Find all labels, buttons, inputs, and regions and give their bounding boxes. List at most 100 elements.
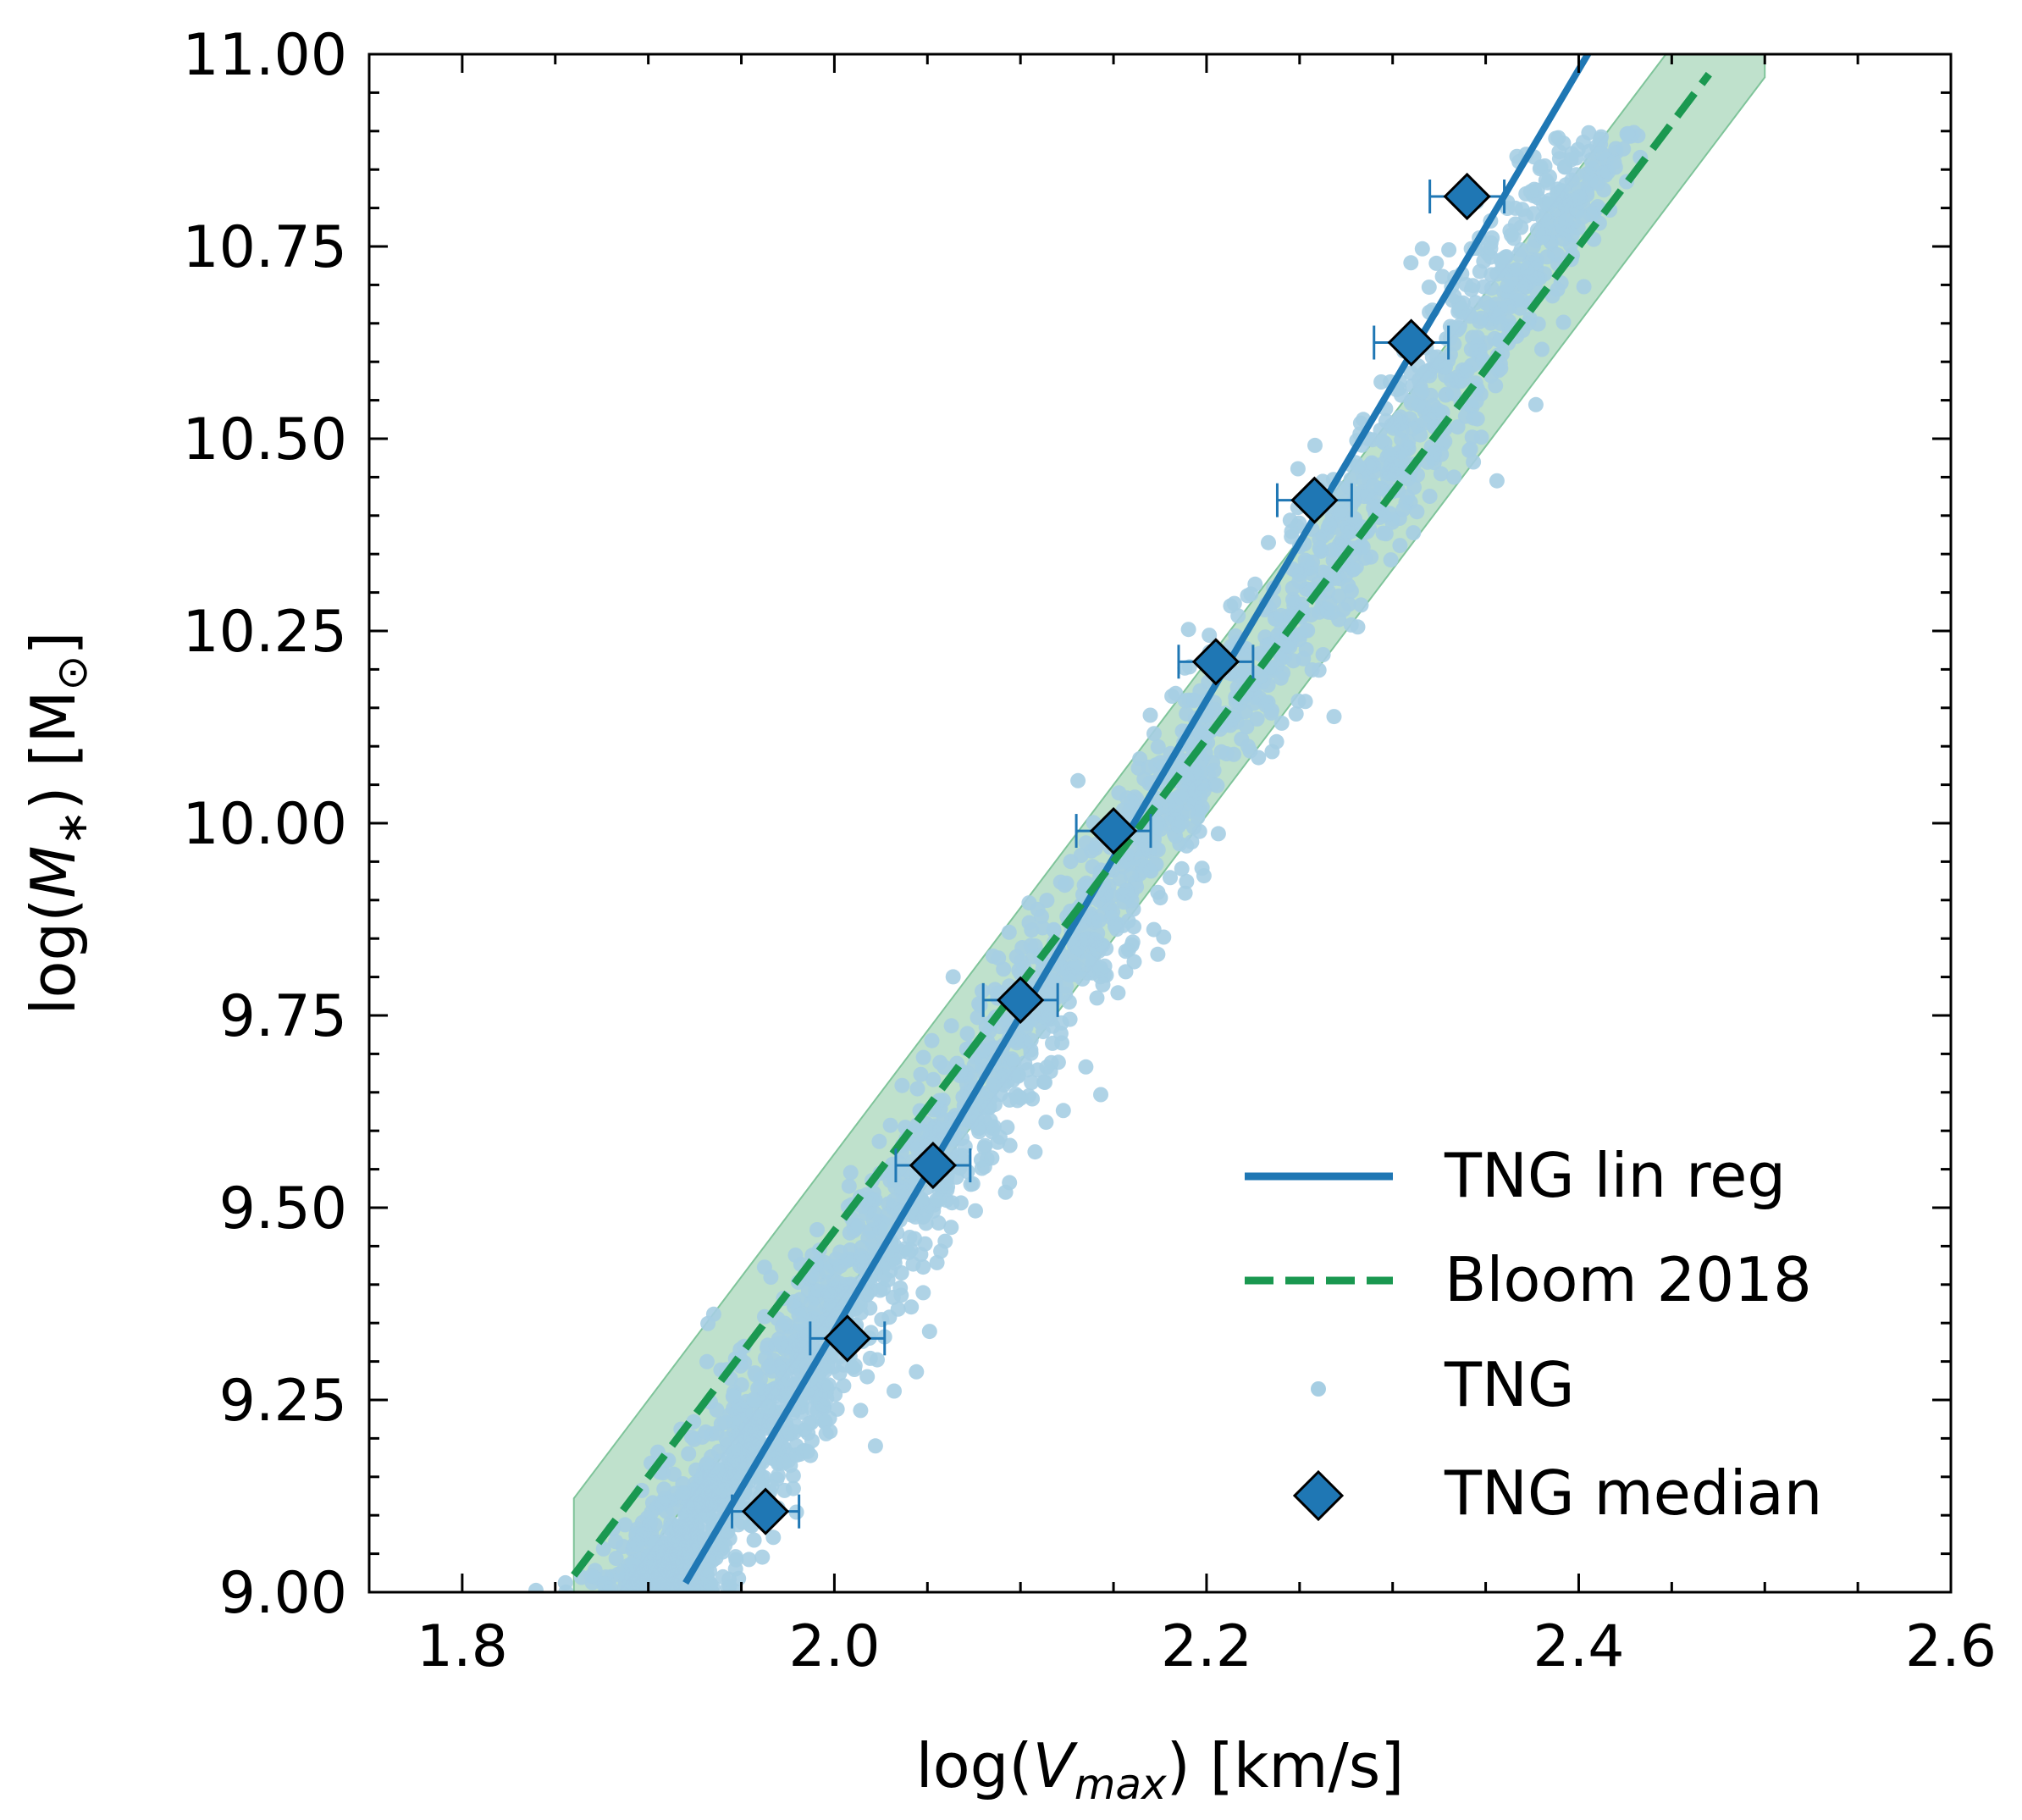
scatter-point <box>1067 958 1083 974</box>
x-tick-label: 2.6 <box>1905 1613 1997 1680</box>
scatter-point <box>1382 465 1398 481</box>
x-tick-label: 2.0 <box>788 1613 880 1680</box>
scatter-point <box>1490 309 1506 325</box>
scatter-point <box>1450 419 1466 435</box>
scatter-point <box>1142 862 1158 878</box>
scatter-point <box>884 1242 900 1259</box>
scatter-point <box>936 1059 953 1076</box>
scatter-point <box>1581 143 1597 159</box>
scatter-point <box>1279 639 1295 655</box>
y-tick-label: 10.00 <box>182 791 347 858</box>
scatter-point <box>1356 489 1372 505</box>
scatter-point <box>915 1049 931 1065</box>
scatter-point <box>741 1552 757 1568</box>
scatter-point <box>583 1568 599 1584</box>
x-axis-label: log(Vmax) [km/s] <box>916 1730 1405 1809</box>
scatter-point <box>623 1580 638 1592</box>
scatter-point <box>1419 454 1435 470</box>
scatter-point <box>1246 695 1262 711</box>
scatter-point <box>828 1251 844 1267</box>
y-axis-label: log(M∗) [M⊙] <box>18 631 97 1015</box>
scatter-point <box>728 1552 744 1568</box>
median-marker <box>1290 476 1339 524</box>
scatter-point <box>810 1283 826 1298</box>
y-tick-label: 10.25 <box>182 599 347 666</box>
scatter-point <box>595 1541 611 1557</box>
scatter-point <box>915 1285 931 1301</box>
scatter-point <box>903 1299 920 1315</box>
y-tick-label: 10.50 <box>182 407 347 473</box>
scatter-point <box>1123 867 1139 883</box>
scatter-point <box>1044 972 1060 988</box>
scatter-point <box>639 1572 655 1588</box>
scatter-point <box>731 1399 747 1414</box>
scatter-point <box>880 1272 896 1288</box>
scatter-point <box>1522 184 1539 200</box>
scatter-point <box>1409 504 1425 520</box>
scatter-point <box>745 1391 761 1408</box>
scatter-point <box>1392 538 1408 554</box>
scatter-point <box>1428 357 1444 373</box>
scatter-point <box>997 1068 1013 1084</box>
axis-ticks <box>367 53 1953 1594</box>
median-marker <box>1443 172 1491 221</box>
scatter-point <box>1414 241 1430 257</box>
scatter-point <box>893 1180 909 1196</box>
scatter-point <box>809 1222 825 1237</box>
scatter-point <box>1249 711 1265 727</box>
scatter-point <box>1247 576 1263 592</box>
scatter-point <box>1079 932 1095 948</box>
scatter-point <box>730 1431 746 1447</box>
scatter-point <box>1285 591 1301 607</box>
scatter-point <box>683 1429 699 1445</box>
legend: TNG lin reg Bloom 2018 TNG TNG median <box>1245 1140 1822 1529</box>
scatter-point <box>1319 601 1335 617</box>
scatter-point <box>982 1113 998 1129</box>
scatter-point <box>1058 978 1075 994</box>
y-tick-label: 9.25 <box>219 1368 347 1435</box>
scatter-point <box>1322 517 1338 532</box>
scatter-point <box>1288 706 1304 722</box>
scatter-point <box>992 1129 1008 1145</box>
scatter-point <box>1111 785 1127 801</box>
scatter-point <box>1202 628 1218 644</box>
scatter-point <box>1061 994 1077 1010</box>
scatter-point <box>765 1530 782 1546</box>
scatter-point <box>859 1286 875 1302</box>
scatter-point <box>809 1256 824 1272</box>
scatter-point <box>1383 552 1399 568</box>
scatter-point <box>1130 760 1146 776</box>
scatter-point <box>1055 1103 1071 1119</box>
scatter-point <box>1209 777 1225 794</box>
scatter-point <box>1535 227 1551 243</box>
scatter-point <box>882 1117 898 1133</box>
scatter-point <box>1284 523 1300 539</box>
scatter-point <box>1616 141 1632 157</box>
scatter-point <box>1594 129 1609 145</box>
scatter-point <box>1177 693 1193 709</box>
scatter-point <box>709 1402 725 1418</box>
scatter-point <box>1010 1088 1026 1104</box>
scatter-point <box>1273 670 1289 686</box>
scatter-point <box>1177 660 1193 676</box>
scatter-point <box>1062 1011 1078 1027</box>
scatter-point <box>1297 552 1313 568</box>
scatter-point <box>762 1358 778 1374</box>
scatter-point <box>1464 429 1480 445</box>
scatter-point <box>1091 913 1107 928</box>
scatter-point <box>945 969 961 985</box>
scatter-point <box>943 1018 959 1034</box>
scatter-point <box>1467 295 1483 311</box>
scatter-point <box>1023 938 1039 954</box>
scatter-point <box>1511 246 1527 263</box>
median-marker <box>823 1314 871 1363</box>
scatter-point <box>656 1481 672 1497</box>
scatter-point <box>1045 1035 1060 1051</box>
scatter-point <box>807 1301 823 1317</box>
scatter-point <box>991 950 1007 966</box>
scatter-point <box>822 1288 838 1304</box>
legend-label-bloom: Bloom 2018 <box>1445 1244 1812 1315</box>
scatter-point <box>703 1576 719 1592</box>
scatter-point <box>1095 976 1111 993</box>
